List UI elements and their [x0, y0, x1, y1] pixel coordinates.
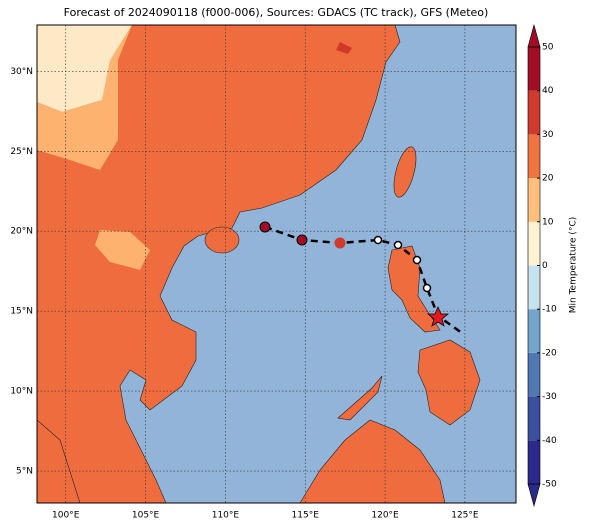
colorbar-tick-label: 0 [542, 261, 548, 271]
x-tick-label: 120°E [371, 511, 399, 521]
colorbar-label: Min Temperature (°C) [569, 217, 579, 314]
x-tick-label: 110°E [212, 511, 240, 521]
x-tick-label: 115°E [292, 511, 320, 521]
mindanao [417, 339, 481, 426]
borneo [299, 419, 446, 503]
mainland [37, 25, 401, 503]
current-position [426, 305, 450, 327]
colorbar-band [528, 309, 540, 353]
colorbar-tick-label: 50 [542, 43, 554, 53]
colorbar-tick-label: 10 [542, 217, 554, 227]
luzon [387, 245, 441, 333]
storm-symbol [412, 255, 422, 265]
y-tick-label: 15°N [10, 307, 33, 317]
colorbar-tick-label: 40 [542, 86, 554, 96]
colorbar-extend [527, 23, 541, 48]
palawan [337, 375, 383, 421]
colorbar-band [528, 134, 540, 179]
storm-symbol [373, 235, 383, 245]
colorbar-band [528, 396, 540, 441]
colorbar-band [528, 90, 540, 135]
storm-symbol [334, 237, 346, 249]
x-tick-label: 125°E [451, 511, 479, 521]
hainan [204, 226, 240, 254]
x-tick-label: 105°E [132, 511, 160, 521]
y-tick-label: 20°N [10, 227, 33, 237]
warm-region [37, 25, 132, 112]
hot-region [336, 42, 352, 54]
storm-symbol [259, 221, 271, 233]
colorbar-band [528, 440, 540, 484]
mild-region [37, 25, 132, 170]
colorbar-tick-label: 30 [542, 130, 554, 140]
storm-symbol [422, 283, 432, 293]
sumatra [37, 419, 81, 503]
taiwan [393, 146, 417, 198]
colorbar-extend [527, 483, 541, 508]
y-tick-label: 30°N [10, 67, 33, 77]
map [37, 25, 516, 503]
colorbar-tick-label: -50 [542, 480, 557, 490]
y-tick-label: 10°N [10, 387, 33, 397]
y-tick-label: 25°N [10, 147, 33, 157]
colorbar-band [528, 265, 540, 310]
colorbar-tick-label: -40 [542, 436, 557, 446]
colorbar-band [528, 47, 540, 91]
colorbar-band [528, 352, 540, 397]
colorbar-tick-label: -30 [542, 392, 557, 402]
y-tick-label: 5°N [16, 467, 33, 477]
colorbar-tick-label: -10 [542, 305, 557, 315]
map-frame [36, 24, 517, 504]
storm-symbol [393, 240, 403, 250]
colorbar-tick-label: -20 [542, 348, 557, 358]
x-tick-label: 100°E [52, 511, 80, 521]
map-title: Forecast of 2024090118 (f000-006), Sourc… [64, 6, 489, 19]
colorbar-tick-label: 20 [542, 174, 554, 184]
colorbar-band [528, 178, 540, 222]
storm-symbol [296, 234, 308, 246]
colorbar-band [528, 221, 540, 266]
mild-region [95, 230, 150, 270]
